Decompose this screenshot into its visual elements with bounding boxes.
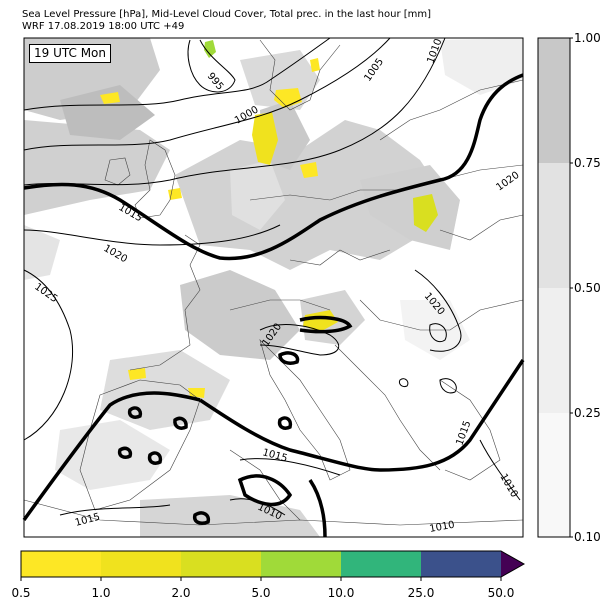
isobars-thin xyxy=(23,37,521,516)
cloud-tick-label: 0.10 xyxy=(574,530,601,544)
coastlines-and-borders xyxy=(23,39,524,526)
cloud-colorbar-segment xyxy=(538,413,570,537)
cloud-colorbar-segment xyxy=(538,38,570,163)
precip-colorbar-segment xyxy=(421,551,501,577)
precipitation-layer xyxy=(100,40,438,398)
cloud-colorbar-segment xyxy=(538,288,570,413)
cloud-tick-label: 1.00 xyxy=(574,31,601,45)
precip-colorbar-segment xyxy=(181,551,261,577)
precip-colorbar-segment xyxy=(101,551,181,577)
precip-tick-label: 50.0 xyxy=(487,586,515,600)
precip-tick-label: 5.0 xyxy=(251,586,271,600)
cloud-tick-label: 0.75 xyxy=(574,156,601,170)
isobar-label: 1010 xyxy=(429,520,456,535)
precip-tick-label: 0.5 xyxy=(11,586,31,600)
precip-colorbar-extend-arrow xyxy=(501,551,524,577)
map-frame xyxy=(23,37,524,538)
chart-title: Sea Level Pressure [hPa], Mid-Level Clou… xyxy=(22,9,432,20)
precip-tick-label: 1.0 xyxy=(91,586,111,600)
precip-tick-label: 2.0 xyxy=(171,586,191,600)
precip-colorbar-segment xyxy=(21,551,101,577)
cloud-tick-label: 0.50 xyxy=(574,281,601,295)
precip-colorbar-segment xyxy=(261,551,341,577)
cloud-colorbar xyxy=(537,37,573,538)
precip-tick-label: 10.0 xyxy=(327,586,355,600)
precip-tick-label: 25.0 xyxy=(407,586,435,600)
precip-colorbar xyxy=(20,550,526,581)
cloud-colorbar-segment xyxy=(538,163,570,288)
isobars-thick xyxy=(22,73,525,538)
valid-time-label: 19 UTC Mon xyxy=(29,44,111,63)
precip-colorbar-segment xyxy=(341,551,421,577)
cloud-tick-label: 0.25 xyxy=(574,406,601,420)
model-run-subtitle: WRF 17.08.2019 18:00 UTC +49 xyxy=(22,21,185,32)
